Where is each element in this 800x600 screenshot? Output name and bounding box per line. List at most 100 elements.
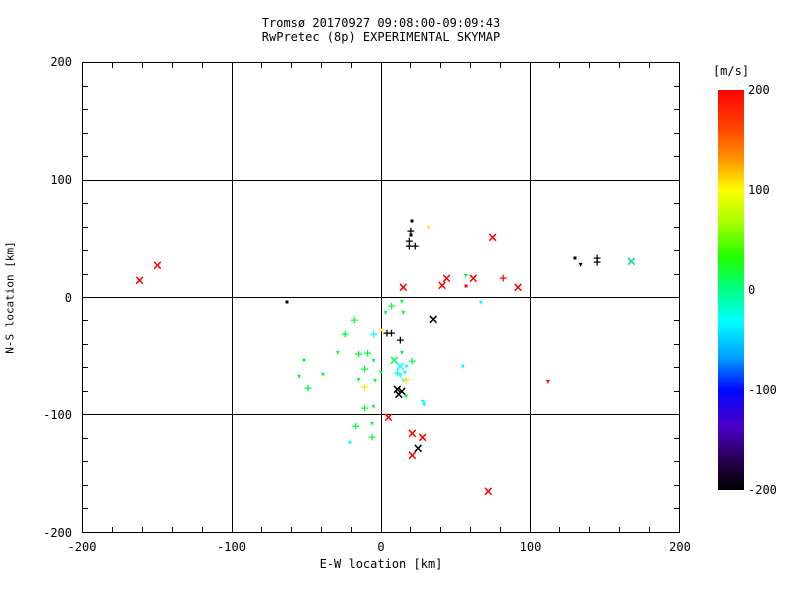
- x-tick-labels: -200 -100 0 100 200: [68, 540, 691, 554]
- axis-tick: [112, 527, 114, 532]
- colorbar-tick-label: 0: [748, 283, 756, 297]
- axis-tick: [589, 527, 591, 532]
- data-point-plus: +: [410, 239, 420, 253]
- data-point-x: ×: [625, 254, 637, 270]
- data-point-tri: ▾: [578, 259, 583, 269]
- axis-tick: [674, 109, 679, 111]
- data-point-tri: ▾: [463, 271, 468, 281]
- data-point-plus: +: [592, 251, 602, 265]
- data-point-tri: ▾: [426, 223, 431, 233]
- axis-tick: [674, 273, 679, 275]
- axis-tick: [380, 63, 382, 72]
- axis-tick: [291, 527, 293, 532]
- axis-tick: [674, 250, 679, 252]
- data-point-tri: ▾: [356, 374, 361, 384]
- data-point-x: ×: [417, 430, 429, 446]
- data-point-x: ×: [396, 384, 408, 400]
- data-point-tri: ▾: [401, 307, 406, 317]
- axis-tick: [674, 461, 679, 463]
- axis-tick: [83, 390, 88, 392]
- y-tick-label: 0: [64, 290, 72, 305]
- axis-tick: [670, 297, 679, 298]
- data-point-x: ×: [406, 448, 418, 464]
- colorbar-tick-labels: 200 100 0 -100 -200: [748, 83, 792, 497]
- x-tick-label: -200: [67, 540, 97, 554]
- data-point-tri: ▾: [399, 347, 404, 357]
- data-point-dot: [410, 219, 414, 223]
- data-point-tri: ▾: [420, 396, 425, 406]
- axis-tick: [529, 63, 531, 72]
- plot-title-line1: Tromsø 20170927 09:08:00-09:09:43: [261, 16, 501, 30]
- data-point-x: ×: [512, 280, 524, 296]
- data-point-x: ×: [397, 280, 409, 296]
- data-point-x: ×: [427, 312, 439, 328]
- data-point-dot: [285, 300, 289, 304]
- data-point-plus: +: [392, 366, 402, 380]
- axis-tick: [142, 63, 144, 68]
- data-point-plus: +: [498, 271, 508, 285]
- data-point-plus: +: [382, 326, 392, 340]
- data-point-dot: [573, 256, 577, 260]
- axis-tick: [674, 156, 679, 158]
- data-point-x: ×: [467, 271, 479, 287]
- data-point-x: ×: [436, 278, 448, 294]
- data-point-plus: +: [368, 327, 379, 341]
- axis-tick: [83, 367, 88, 369]
- axis-tick: [261, 527, 263, 532]
- plot-area: × × + ▾ + + + × × × × ▾ × + × ▾ + + × × + + ▾ ▾ ▾ ▾ + + + + + ▾ + + ▾ + × × ▾ ▾…: [82, 62, 680, 533]
- axis-tick: [83, 461, 88, 463]
- colorbar: [718, 90, 744, 490]
- axis-tick: [83, 273, 88, 275]
- axis-tick: [499, 527, 501, 532]
- data-point-x: ×: [406, 426, 418, 441]
- axis-tick: [171, 63, 173, 68]
- axis-tick: [618, 527, 620, 532]
- axis-tick: [499, 63, 501, 68]
- data-point-plus: +: [351, 419, 361, 433]
- axis-tick: [171, 527, 173, 532]
- axis-tick: [83, 414, 92, 416]
- data-point-dot: [404, 394, 408, 398]
- axis-tick: [83, 343, 88, 345]
- data-point-tri: ▾: [371, 355, 376, 365]
- plot-title: Tromsø 20170927 09:08:00-09:09:43 RwPret…: [82, 16, 680, 44]
- data-point-dot: [409, 233, 413, 237]
- axis-tick: [83, 109, 88, 111]
- axis-tick: [350, 63, 352, 68]
- data-point-x: ×: [393, 387, 405, 403]
- data-point-x: ×: [152, 258, 163, 274]
- data-point-tri: ▾: [402, 367, 407, 377]
- axis-tick: [670, 179, 679, 181]
- axis-tick: [674, 508, 679, 510]
- data-point-tri: ▾: [320, 369, 325, 379]
- axis-tick: [83, 250, 88, 252]
- axis-tick: [674, 320, 679, 322]
- data-point-tri: ▾: [460, 361, 465, 371]
- y-tick-label: 200: [50, 55, 72, 69]
- data-point-x: ×: [487, 230, 499, 246]
- y-tick-label: 100: [50, 172, 72, 187]
- axis-tick: [83, 179, 92, 181]
- data-point-plus: +: [395, 333, 405, 347]
- data-point-plus: +: [340, 327, 350, 341]
- axis-tick: [201, 63, 203, 68]
- data-point-tri: ▾: [370, 419, 375, 429]
- data-point-plus: +: [592, 255, 602, 269]
- axis-tick: [559, 63, 561, 68]
- colorbar-tick-label: 100: [748, 183, 770, 197]
- y-tick-labels: 200 100 0 -100 -200: [26, 55, 76, 540]
- axis-tick: [589, 63, 591, 68]
- axis-tick: [83, 226, 88, 228]
- data-point-tri: ▾: [399, 297, 404, 307]
- x-tick-label: 200: [669, 540, 691, 554]
- data-point-plus: +: [367, 430, 377, 444]
- axis-tick: [674, 390, 679, 392]
- data-point-x: ×: [441, 271, 452, 287]
- axis-tick: [674, 367, 679, 369]
- data-point-plus: +: [303, 381, 313, 395]
- y-axis-title: N-S location [km]: [3, 241, 17, 354]
- data-point-plus: +: [354, 347, 364, 361]
- gridline-horizontal: [83, 179, 679, 181]
- y-tick-label: -100: [43, 408, 72, 423]
- axis-tick: [410, 63, 412, 68]
